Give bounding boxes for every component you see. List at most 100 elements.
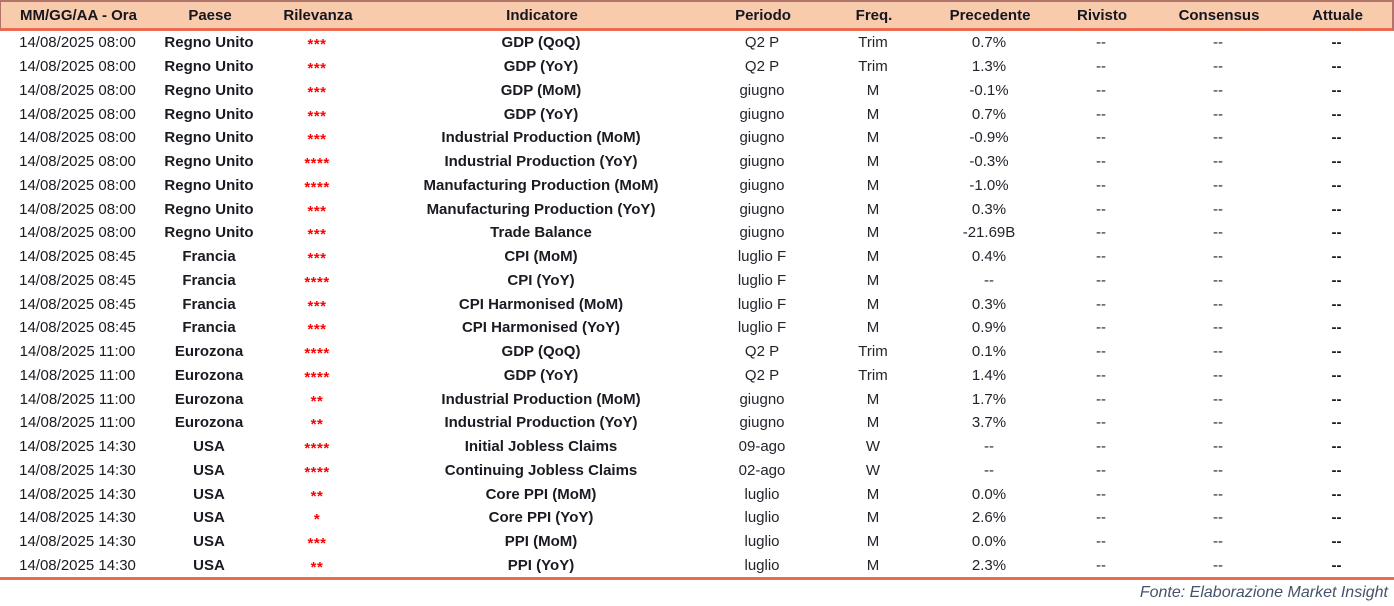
cell-paese: Francia	[182, 248, 236, 266]
table-header-row: MM/GG/AA - Ora Paese Rilevanza Indicatore Pe…	[0, 0, 1394, 31]
cell-freq: M	[866, 81, 880, 99]
cell-precedente: -1.0%	[969, 176, 1009, 194]
cell-rilevanza: ***	[263, 201, 371, 218]
cell-periodo: luglio	[744, 509, 780, 527]
relevance-stars: ***	[307, 107, 327, 123]
cell-freq: M	[866, 200, 880, 218]
cell-attuale: --	[1331, 343, 1342, 361]
cell-attuale: --	[1331, 556, 1342, 574]
cell-rilevanza: ***	[263, 248, 371, 265]
cell-attuale: --	[1331, 414, 1342, 432]
cell-precedente: 1.3%	[971, 58, 1007, 76]
cell-consensus: --	[1213, 153, 1223, 171]
cell-rivisto: --	[1096, 200, 1106, 218]
cell-indicatore: GDP (YoY)	[503, 105, 579, 123]
cell-paese: Eurozona	[174, 390, 244, 408]
cell-paese: Regno Unito	[164, 153, 254, 171]
cell-paese: Francia	[182, 295, 236, 313]
cell-consensus: --	[1213, 556, 1223, 574]
cell-precedente: -0.1%	[969, 81, 1009, 99]
cell-attuale: --	[1331, 295, 1342, 313]
cell-rilevanza: ***	[263, 82, 371, 99]
cell-rivisto: --	[1096, 34, 1106, 52]
cell-indicatore: GDP (QoQ)	[501, 343, 581, 361]
table-row: 14/08/2025 08:00 Regno Unito *** GDP (MoM) g…	[0, 79, 1394, 103]
cell-paese: Regno Unito	[164, 81, 254, 99]
cell-rivisto: --	[1096, 438, 1106, 456]
cell-rivisto: --	[1096, 295, 1106, 313]
cell-indicatore: Industrial Production (YoY)	[444, 153, 638, 171]
cell-freq: Trim	[858, 34, 888, 52]
relevance-stars: *	[313, 511, 321, 527]
cell-periodo: giugno	[739, 129, 785, 147]
cell-datetime: 14/08/2025 08:45	[19, 319, 136, 337]
table-row: 14/08/2025 11:00 Eurozona ** Industrial Pro…	[0, 411, 1394, 435]
cell-datetime: 14/08/2025 11:00	[19, 366, 136, 384]
table-row: 14/08/2025 08:00 Regno Unito *** Trade Bala…	[0, 221, 1394, 245]
cell-indicatore: Continuing Jobless Claims	[444, 461, 638, 479]
cell-consensus: --	[1213, 129, 1223, 147]
cell-rilevanza: **	[263, 557, 371, 574]
cell-datetime: 14/08/2025 11:00	[19, 390, 136, 408]
cell-indicatore: Industrial Production (MoM)	[441, 390, 641, 408]
relevance-stars: ***	[307, 297, 327, 313]
cell-datetime: 14/08/2025 08:00	[19, 176, 136, 194]
cell-attuale: --	[1331, 485, 1342, 503]
cell-rilevanza: ***	[263, 129, 371, 146]
relevance-stars: ****	[304, 440, 330, 456]
cell-paese: Eurozona	[174, 343, 244, 361]
cell-freq: M	[866, 295, 880, 313]
cell-attuale: --	[1331, 248, 1342, 266]
cell-freq: M	[866, 390, 880, 408]
cell-precedente: 0.4%	[971, 248, 1007, 266]
cell-attuale: --	[1331, 81, 1342, 99]
cell-indicatore: Core PPI (YoY)	[488, 509, 594, 527]
cell-periodo: Q2 P	[744, 366, 780, 384]
cell-rivisto: --	[1096, 533, 1106, 551]
cell-rivisto: --	[1096, 461, 1106, 479]
cell-indicatore: Core PPI (MoM)	[485, 485, 597, 503]
cell-precedente: 2.6%	[971, 509, 1007, 527]
cell-datetime: 14/08/2025 08:00	[19, 153, 136, 171]
cell-datetime: 14/08/2025 08:00	[19, 105, 136, 123]
cell-rilevanza: ****	[263, 438, 371, 455]
cell-rilevanza: ****	[263, 177, 371, 194]
table-row: 14/08/2025 14:30 USA *** PPI (MoM) luglio M 0.…	[0, 530, 1394, 554]
relevance-stars: ****	[304, 155, 330, 171]
table-row: 14/08/2025 14:30 USA **** Continuing Jobles…	[0, 459, 1394, 483]
cell-periodo: giugno	[739, 176, 785, 194]
cell-consensus: --	[1213, 81, 1223, 99]
cell-attuale: --	[1331, 390, 1342, 408]
cell-consensus: --	[1213, 319, 1223, 337]
cell-periodo: luglio	[744, 533, 780, 551]
cell-precedente: 2.3%	[971, 556, 1007, 574]
cell-rivisto: --	[1096, 319, 1106, 337]
cell-rilevanza: **	[263, 391, 371, 408]
cell-paese: Regno Unito	[164, 176, 254, 194]
table-row: 14/08/2025 08:45 Francia **** CPI (YoY) lugl…	[0, 269, 1394, 293]
cell-rilevanza: ***	[263, 319, 371, 336]
cell-periodo: giugno	[739, 390, 785, 408]
column-header-datetime: MM/GG/AA - Ora	[20, 6, 137, 24]
table-row: 14/08/2025 08:00 Regno Unito *** Industrial…	[0, 126, 1394, 150]
cell-datetime: 14/08/2025 08:00	[19, 34, 136, 52]
cell-consensus: --	[1213, 295, 1223, 313]
cell-periodo: giugno	[739, 224, 785, 242]
cell-paese: USA	[193, 509, 225, 527]
cell-periodo: giugno	[739, 81, 785, 99]
table-row: 14/08/2025 14:30 USA ** Core PPI (MoM) lugli…	[0, 482, 1394, 506]
cell-consensus: --	[1213, 200, 1223, 218]
cell-paese: USA	[193, 461, 225, 479]
cell-rivisto: --	[1096, 153, 1106, 171]
cell-attuale: --	[1331, 200, 1342, 218]
relevance-stars: **	[310, 392, 324, 408]
cell-rivisto: --	[1096, 129, 1106, 147]
cell-freq: M	[866, 319, 880, 337]
cell-consensus: --	[1213, 485, 1223, 503]
relevance-stars: ****	[304, 463, 330, 479]
column-header-attuale: Attuale	[1312, 6, 1363, 24]
cell-datetime: 14/08/2025 08:00	[19, 81, 136, 99]
cell-paese: Regno Unito	[164, 58, 254, 76]
cell-consensus: --	[1213, 414, 1223, 432]
cell-periodo: Q2 P	[744, 58, 780, 76]
